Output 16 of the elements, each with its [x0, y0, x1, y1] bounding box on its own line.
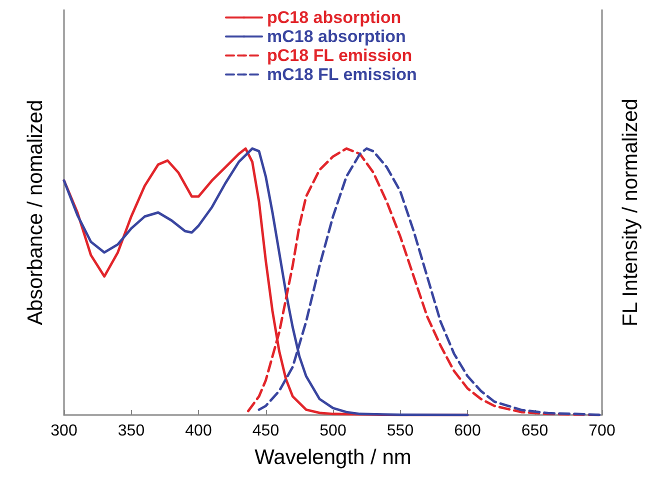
x-tick-label: 700 [588, 422, 616, 440]
x-tick-label: 450 [252, 422, 280, 440]
legend-label: pC18 FL emission [267, 46, 412, 65]
x-tick-label: 650 [521, 422, 548, 440]
x-tick-label: 400 [185, 422, 212, 440]
x-axis-title: Wavelength / nm [254, 446, 412, 469]
x-tick-label: 600 [454, 422, 481, 440]
x-tick-label: 550 [386, 422, 414, 440]
x-tick-label: 500 [320, 422, 346, 440]
x-tick-label: 300 [50, 422, 78, 440]
legend-label: mC18 FL emission [267, 65, 417, 84]
x-tick-label: 350 [118, 422, 145, 440]
legend-label: pC18 absorption [267, 8, 402, 27]
y-axis-title: Absorbance / nomalized [24, 100, 47, 326]
y2-axis-title: FL Intensity / normalized [619, 98, 642, 326]
legend-label: mC18 absorption [267, 27, 406, 46]
